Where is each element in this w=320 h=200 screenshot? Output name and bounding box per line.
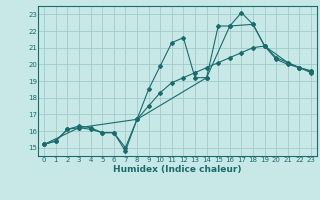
X-axis label: Humidex (Indice chaleur): Humidex (Indice chaleur): [113, 165, 242, 174]
